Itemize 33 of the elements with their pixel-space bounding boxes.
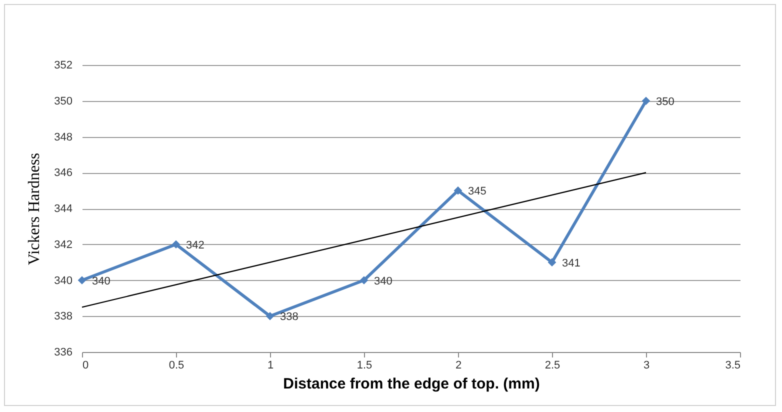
x-axis-title: Distance from the edge of top. (mm) — [283, 376, 540, 392]
data-label: 340 — [92, 275, 110, 288]
y-tick-label: 352 — [54, 60, 72, 72]
data-label: 345 — [468, 186, 486, 198]
point — [266, 312, 274, 320]
x-tick-label: 2 — [455, 360, 462, 372]
data-label: 338 — [280, 311, 298, 324]
point — [172, 240, 180, 249]
data-label: 340 — [374, 275, 392, 288]
y-tick-label: 340 — [54, 274, 72, 287]
data-label: 350 — [656, 96, 674, 108]
x-tick-label: 1 — [267, 360, 274, 372]
point — [360, 276, 368, 284]
y-tick-label: 350 — [54, 95, 72, 108]
point — [454, 186, 462, 195]
y-tick-label: 346 — [54, 167, 72, 180]
x-tick-label: 3.5 — [725, 360, 740, 372]
x-tick-label: 1.5 — [356, 360, 372, 372]
y-tick-label: 348 — [54, 131, 72, 144]
x-tick-label: 3 — [643, 360, 650, 372]
y-axis-title: Vickers Hardness — [26, 152, 44, 266]
point — [548, 258, 556, 266]
y-tick-label: 342 — [54, 238, 72, 251]
y-tick-label: 344 — [54, 203, 72, 215]
y-tick-label: 336 — [54, 346, 72, 358]
x-tick-label: 0 — [82, 360, 89, 372]
data-label: 342 — [186, 239, 204, 252]
y-tick-label: 338 — [54, 310, 72, 323]
x-tick-label: 2.5 — [544, 360, 560, 372]
point — [642, 96, 650, 106]
x-tick-label: 0.5 — [168, 360, 184, 372]
data-label: 341 — [562, 257, 580, 270]
point — [78, 276, 86, 284]
